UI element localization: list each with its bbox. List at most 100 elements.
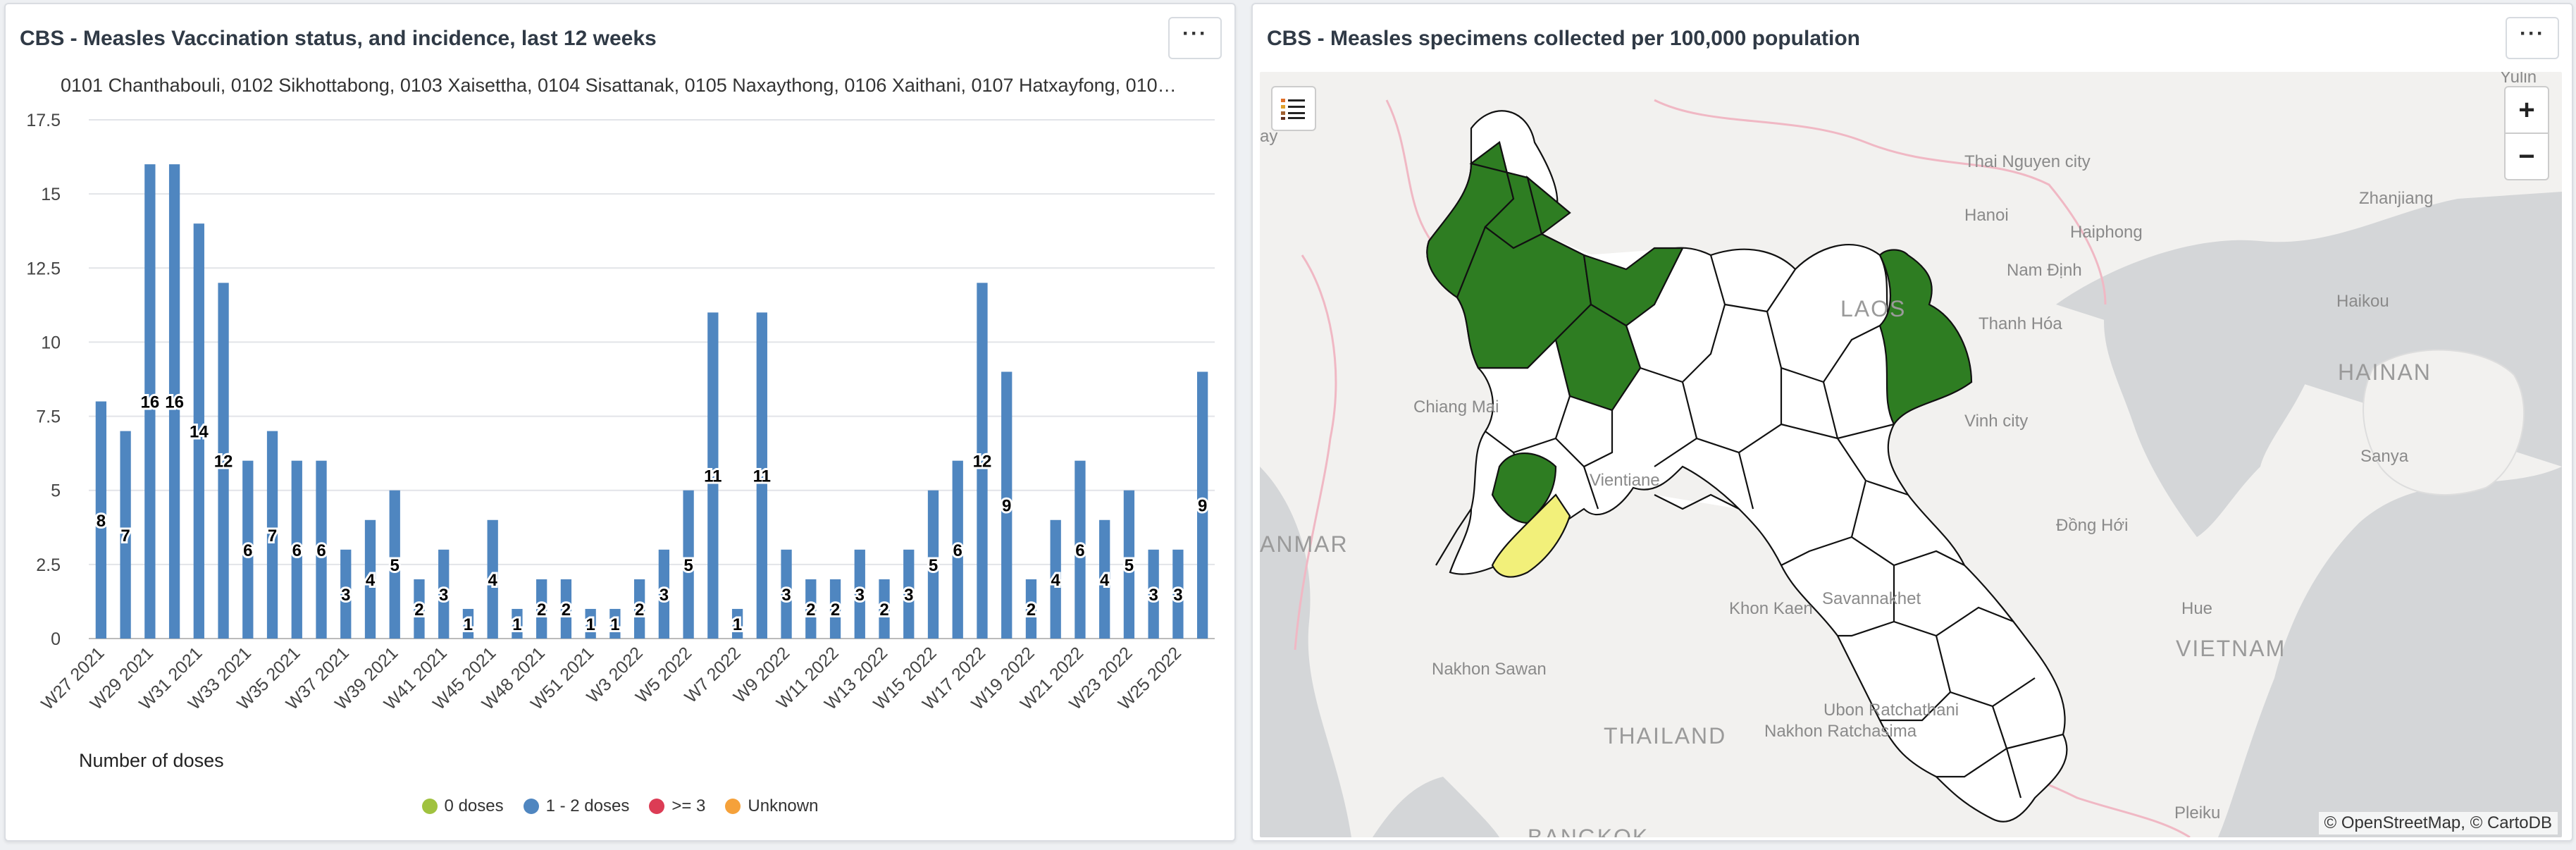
bar[interactable] [854,549,865,639]
map-label: Hanoi [1964,206,2009,225]
bar[interactable] [340,549,352,639]
country-border [1294,254,1337,651]
legend-swatch [649,799,665,814]
bar[interactable] [585,608,596,639]
y-tick-label: 10 [41,333,61,352]
bar[interactable] [316,460,327,639]
bar[interactable] [1075,460,1086,639]
district-high [1526,175,1571,235]
district-high [1583,247,1684,327]
bar-value-label: 1 [512,615,521,634]
map-label: Savannakhet [1822,589,1921,608]
district-medium [1491,493,1571,578]
gulf-of-thailand [1373,777,1499,837]
bar[interactable] [952,460,963,639]
bar-value-label: 8 [97,512,106,531]
chart-title: CBS - Measles Vaccination status, and in… [20,27,657,50]
y-tick-label: 5 [51,481,61,501]
bar[interactable] [560,579,572,639]
bar[interactable] [291,460,302,639]
bar-value-label: 3 [855,586,865,605]
bar[interactable] [1196,371,1208,639]
legend-item-3-plus-doses[interactable]: >= 3 [649,796,705,816]
bar[interactable] [487,519,498,639]
bar[interactable] [1001,371,1013,639]
bar[interactable] [536,579,547,639]
bar-value-label: 5 [683,556,693,575]
legend-item-1-2-doses[interactable]: 1 - 2 doses [523,796,629,816]
bar[interactable] [1099,519,1110,639]
bar[interactable] [731,608,743,639]
bar[interactable] [389,490,400,639]
bar[interactable] [829,579,841,639]
map-attribution[interactable]: © OpenStreetMap, © CartoDB [2318,812,2558,834]
bar-value-label: 1 [464,615,473,634]
map-more-options-button[interactable]: ··· [2506,17,2559,59]
bar[interactable] [1172,549,1184,639]
bar[interactable] [805,579,817,639]
bar-value-label: 2 [537,600,546,620]
high-rate-districts [1426,141,1973,524]
map-label: Chiang Mai [1413,398,1499,417]
bar[interactable] [120,431,131,639]
map-label: Thanh Hóa [1979,314,2062,333]
legend-item-unknown[interactable]: Unknown [725,796,818,816]
bar[interactable] [364,519,376,639]
bar[interactable] [1123,490,1135,639]
bar[interactable] [756,312,767,639]
map-legend-toggle-button[interactable] [1271,86,1316,131]
map-label: Nam Định [2007,261,2082,280]
bar[interactable] [903,549,915,639]
bar[interactable] [781,549,792,639]
bar[interactable] [977,283,988,639]
map-basemap [1260,99,2562,837]
bar[interactable] [1148,549,1159,639]
bar-value-label: 4 [366,571,376,590]
bar-value-label: 3 [781,586,791,605]
map-label: HAINAN [2338,359,2432,385]
bar[interactable] [95,401,107,639]
more-options-icon: ··· [2520,22,2545,45]
bar[interactable] [658,549,670,639]
bar[interactable] [927,490,939,639]
chart-legend: 0 doses 1 - 2 doses >= 3 Unknown [6,796,1234,816]
bar[interactable] [633,579,645,639]
x-axis-title: Number of doses [79,750,224,771]
bar[interactable] [683,490,694,639]
bar[interactable] [609,608,621,639]
bar[interactable] [1050,519,1061,639]
bar-value-label: 2 [831,600,840,620]
map-label: Haikou [2336,292,2389,311]
bar[interactable] [266,431,278,639]
district-high [1456,226,1592,369]
map-card: CBS - Measles specimens collected per 10… [1251,3,2573,842]
bar-value-label: 5 [929,556,938,575]
bar[interactable] [193,223,204,639]
chart-more-options-button[interactable]: ··· [1168,17,1222,59]
bar[interactable] [218,283,229,639]
bar-value-label: 3 [341,586,350,605]
bar-value-label: 12 [214,452,233,472]
map-label: BANGKOK [1528,825,1649,837]
bar[interactable] [1025,579,1037,639]
bar[interactable] [144,164,156,639]
bar[interactable] [168,164,180,639]
bar[interactable] [414,579,425,639]
bar[interactable] [512,608,523,639]
y-tick-label: 12.5 [26,259,61,278]
zoom-out-button[interactable]: − [2506,133,2548,179]
map-viewport[interactable]: Yulin Thai Nguyen city Hanoi Haiphong Zh… [1260,72,2562,837]
bar-value-label: 6 [953,541,962,560]
bar[interactable] [438,549,450,639]
map-label: VIETNAM [2176,636,2286,661]
bar[interactable] [879,579,890,639]
legend-label: 0 doses [444,796,504,815]
legend-item-0-doses[interactable]: 0 doses [421,796,504,816]
zoom-in-button[interactable]: + [2518,94,2535,125]
bar[interactable] [462,608,474,639]
legend-list-icon [1281,99,1305,120]
bar[interactable] [707,312,719,639]
bar[interactable] [242,460,254,639]
y-tick-label: 17.5 [26,111,61,130]
